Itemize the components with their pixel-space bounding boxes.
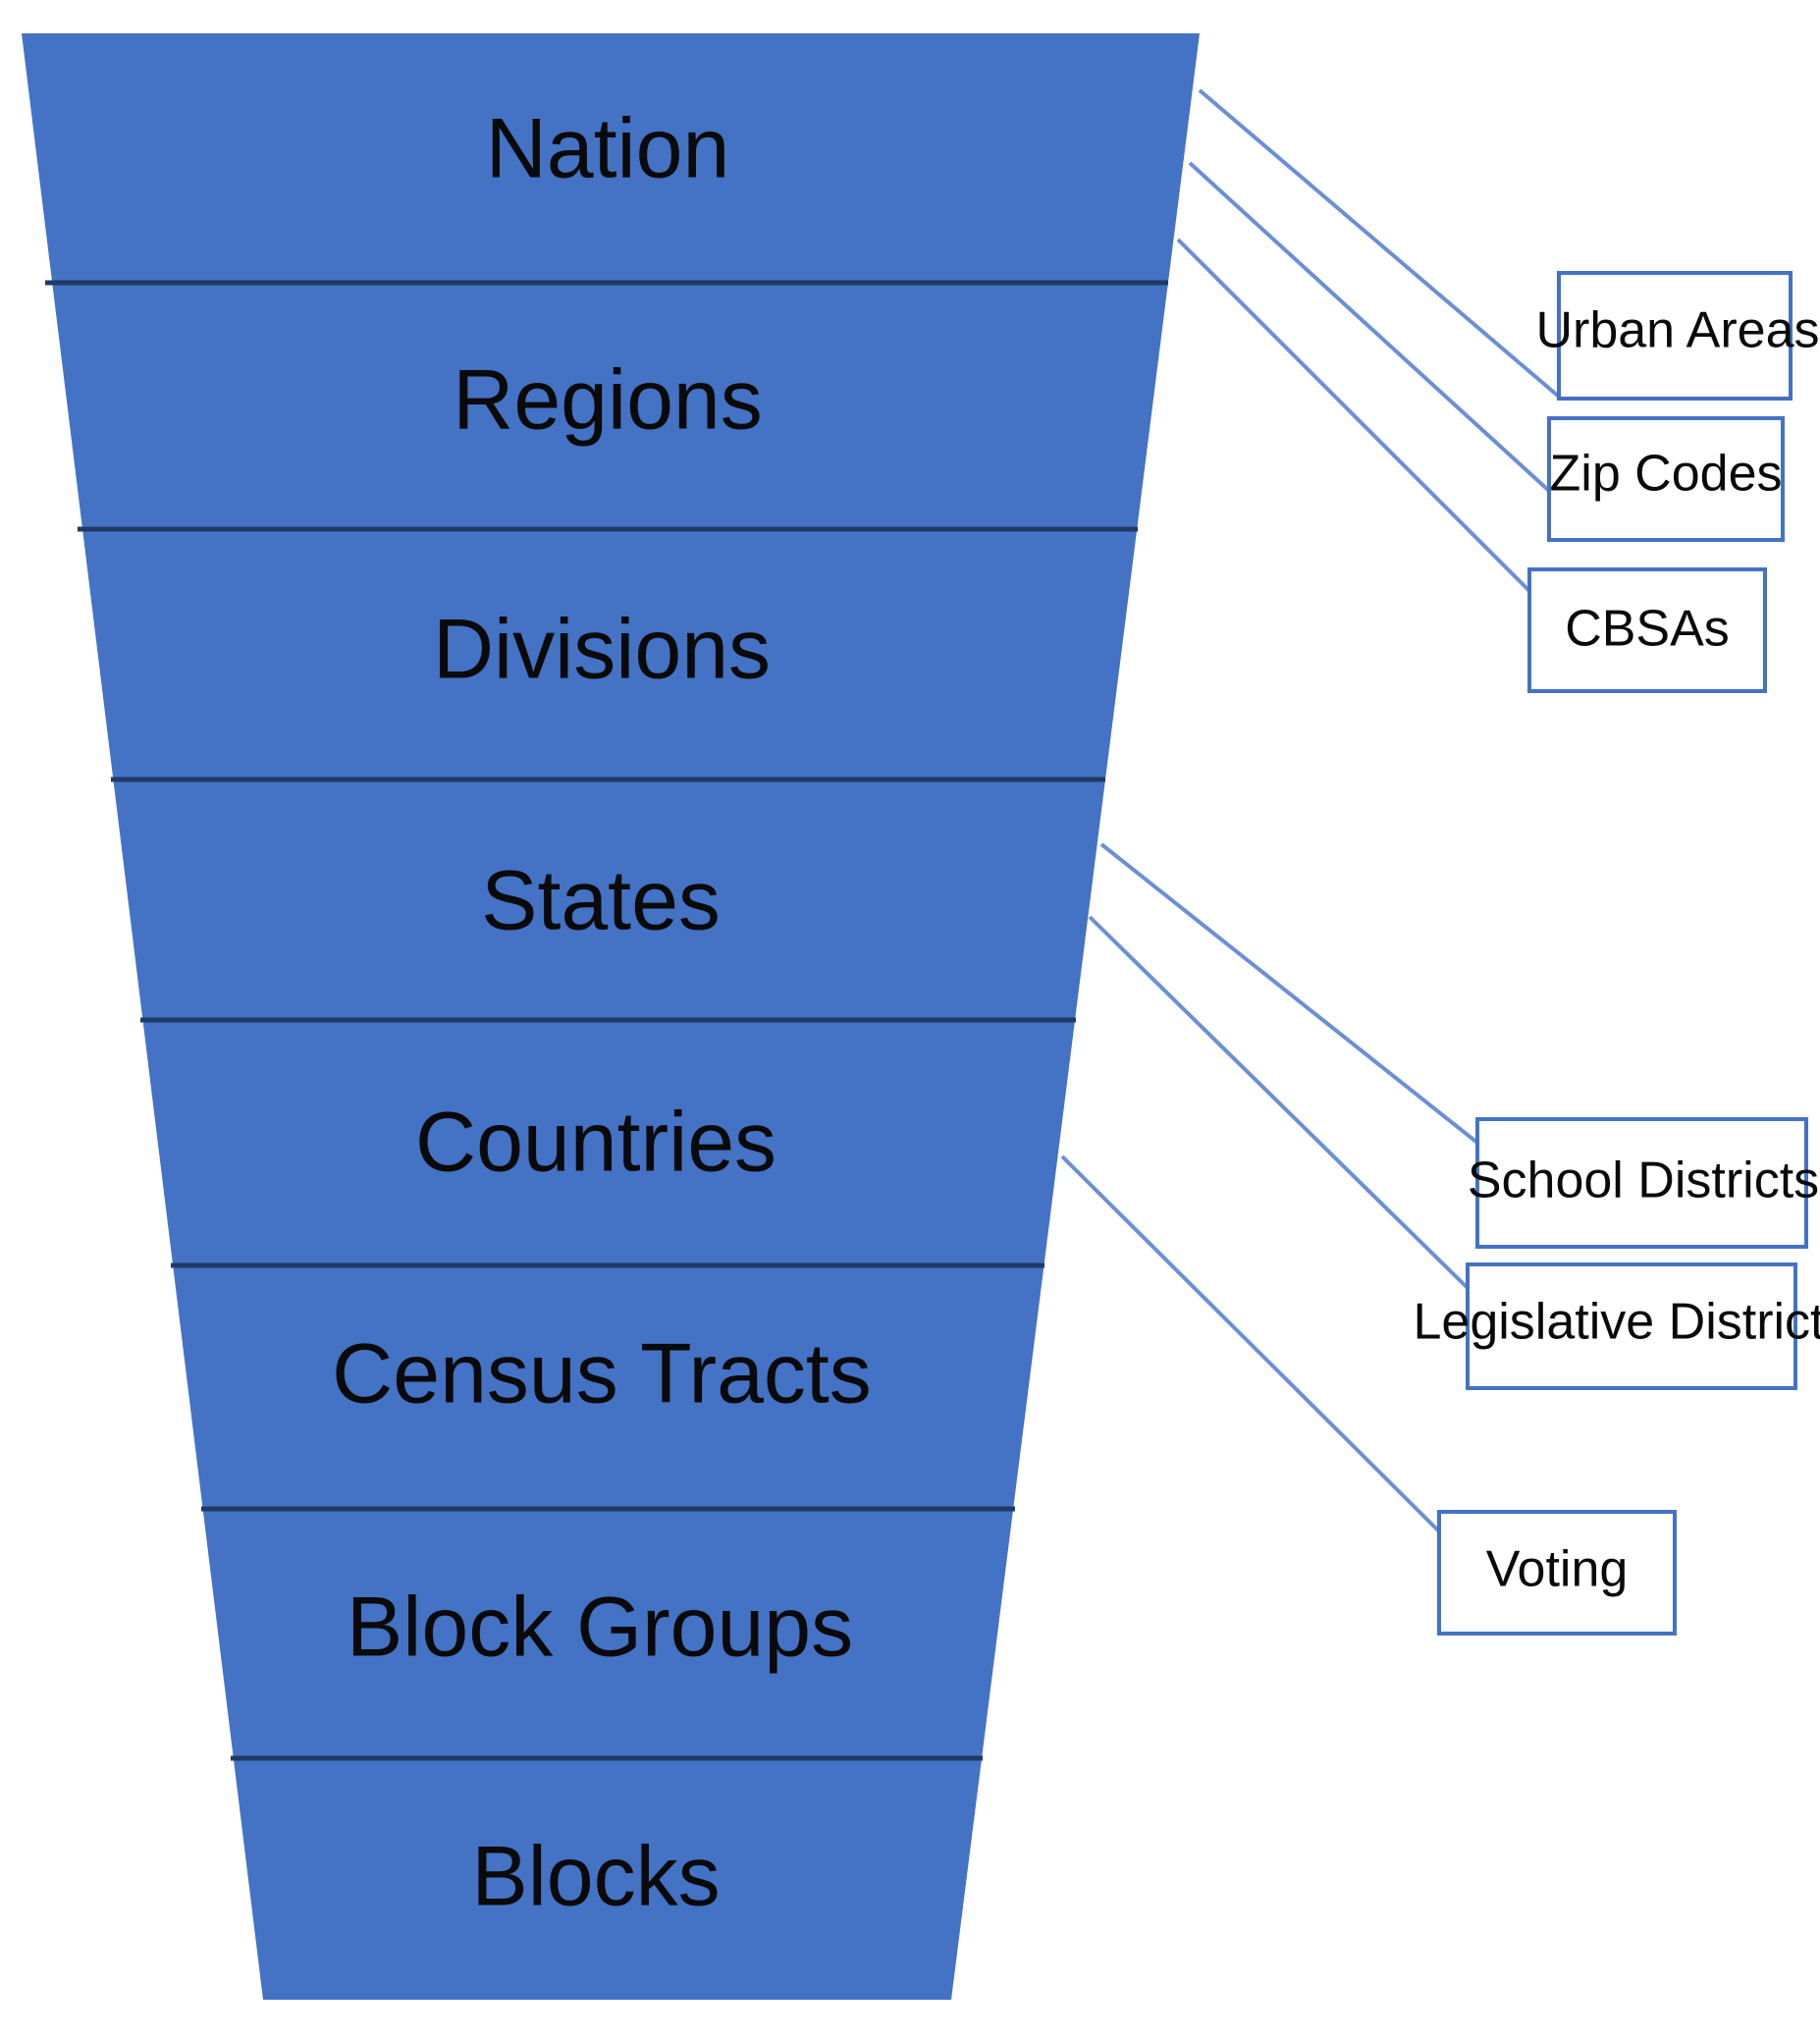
- level-nation-label: Nation: [486, 102, 730, 196]
- box-voting: [1437, 1510, 1677, 1636]
- box-labels: Urban Areas Zip Codes CBSAs School Distr…: [1413, 302, 1820, 1598]
- urban-areas-label: Urban Areas: [1535, 302, 1819, 359]
- box-zip-codes: [1547, 416, 1785, 542]
- box-urban-areas: [1557, 271, 1793, 401]
- connector-school-districts: [1099, 842, 1479, 1145]
- connector-voting: [1060, 1154, 1441, 1533]
- connector-legislative-districts: [1088, 915, 1470, 1290]
- box-school-districts: [1475, 1117, 1808, 1249]
- level-block-groups-label: Block Groups: [347, 1581, 853, 1675]
- level-regions-label: Regions: [453, 353, 763, 448]
- voting-label: Voting: [1486, 1541, 1629, 1598]
- school-districts-label: School Districts: [1468, 1153, 1819, 1209]
- connector-lines: [1060, 88, 1561, 1533]
- connector-cbsas: [1176, 238, 1531, 593]
- band-dividers: [45, 280, 1168, 1761]
- box-legislative-districts: [1466, 1262, 1797, 1390]
- level-states-label: States: [481, 854, 721, 948]
- level-census-tracts-label: Census Tracts: [332, 1327, 872, 1422]
- level-divisions-label: Divisions: [433, 603, 771, 697]
- level-countries-label: Countries: [415, 1096, 776, 1190]
- boxes: [1437, 271, 1808, 1636]
- level-blocks-label: Blocks: [471, 1830, 720, 1924]
- funnel-shape: [22, 33, 1200, 2000]
- cbsas-label: CBSAs: [1565, 601, 1730, 658]
- zip-codes-label: Zip Codes: [1550, 446, 1783, 503]
- connector-zip-codes: [1188, 161, 1551, 493]
- legislative-districts-label: Legislative Districts: [1413, 1294, 1820, 1351]
- connector-urban-areas: [1198, 88, 1561, 399]
- level-labels: Nation Regions Divisions States Countrie…: [332, 102, 872, 1924]
- box-cbsas: [1527, 567, 1767, 693]
